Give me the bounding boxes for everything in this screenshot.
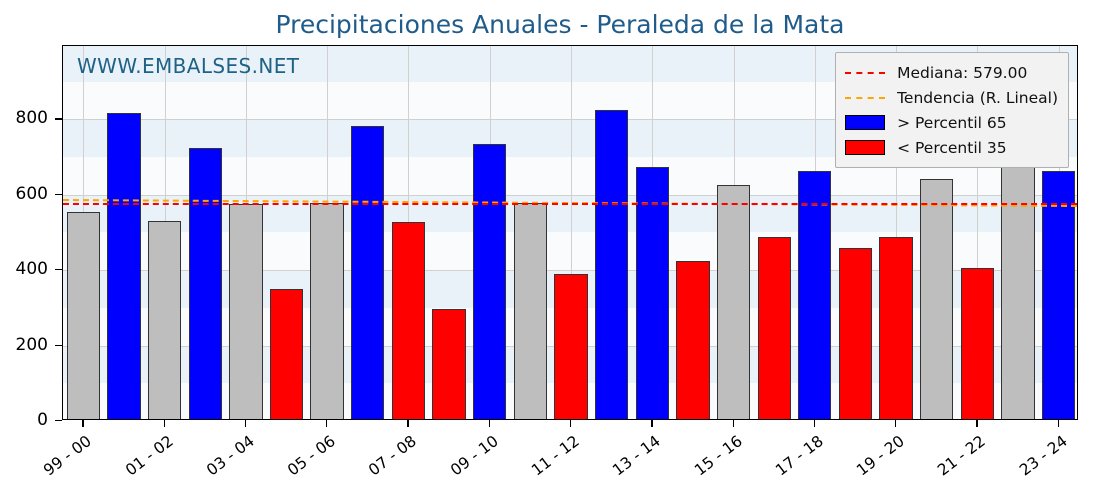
y-tick-label: 200 xyxy=(15,334,48,355)
x-tick-mark xyxy=(1057,420,1059,427)
x-tick-mark xyxy=(732,420,734,427)
x-tick-mark xyxy=(326,420,328,427)
legend-item-trend: Tendencia (R. Lineal) xyxy=(845,85,1058,110)
bar xyxy=(473,143,507,419)
bar xyxy=(554,273,588,419)
x-tick-label: 17 - 18 xyxy=(771,432,827,480)
x-tick-label: 21 - 22 xyxy=(934,432,990,480)
y-tick-label: 600 xyxy=(15,183,48,204)
gridline xyxy=(63,119,1077,121)
bar xyxy=(676,260,710,419)
y-tick-label: 0 xyxy=(37,410,48,430)
plot-area: WWW.EMBALSES.NET Mediana: 579.00 Tendenc… xyxy=(62,45,1078,420)
bar xyxy=(351,126,385,419)
x-tick-label: 09 - 10 xyxy=(446,432,502,480)
bar xyxy=(594,109,629,419)
y-tick-mark xyxy=(55,118,62,120)
x-tick-label: 07 - 08 xyxy=(365,432,421,480)
dashed-red-line-icon xyxy=(845,65,886,81)
x-tick-label: 15 - 16 xyxy=(690,432,746,480)
bar xyxy=(798,171,832,419)
x-tick-label: 19 - 20 xyxy=(853,432,908,480)
bar xyxy=(269,289,304,419)
bar xyxy=(188,148,222,419)
x-tick-mark xyxy=(976,420,978,427)
x-tick-mark xyxy=(163,420,165,427)
bar xyxy=(960,267,995,419)
median-line xyxy=(63,202,1077,205)
legend-item-below-p35: < Percentil 35 xyxy=(845,135,1058,160)
x-tick-mark xyxy=(570,420,572,427)
bar xyxy=(920,179,954,419)
gridline xyxy=(571,46,572,419)
legend-item-label: Mediana: 579.00 xyxy=(897,63,1028,82)
bar xyxy=(391,222,426,419)
page-title: Precipitaciones Anuales - Peraleda de la… xyxy=(275,10,845,39)
x-tick-mark xyxy=(651,420,653,427)
gridline xyxy=(63,194,1077,196)
x-tick-mark xyxy=(407,420,409,427)
bar xyxy=(879,237,913,419)
bar xyxy=(147,221,182,419)
x-tick-label: 11 - 12 xyxy=(528,432,583,480)
bar xyxy=(513,203,547,419)
watermark-text: WWW.EMBALSES.NET xyxy=(77,54,300,78)
blue-swatch-icon xyxy=(845,115,886,130)
bar xyxy=(838,247,873,419)
legend-item-median: Mediana: 579.00 xyxy=(845,60,1058,85)
bar xyxy=(757,237,791,419)
legend-item-label: < Percentil 35 xyxy=(897,138,1007,157)
y-tick-mark xyxy=(55,193,62,196)
x-tick-mark xyxy=(244,420,247,427)
y-tick-mark xyxy=(55,420,62,422)
bar xyxy=(635,166,669,419)
bar xyxy=(107,112,141,419)
x-tick-label: 13 - 14 xyxy=(609,432,665,480)
y-tick-label: 400 xyxy=(15,259,48,280)
y-tick-mark xyxy=(55,269,62,271)
x-tick-label: 03 - 04 xyxy=(203,432,258,480)
gridline xyxy=(896,46,898,419)
x-tick-mark xyxy=(82,420,84,427)
bar xyxy=(229,204,263,419)
x-tick-mark xyxy=(895,420,897,427)
legend-item-label: Tendencia (R. Lineal) xyxy=(897,88,1058,107)
gridline xyxy=(977,46,979,419)
dashed-orange-line-icon xyxy=(845,90,886,106)
x-tick-mark xyxy=(813,420,816,427)
bar xyxy=(310,203,344,419)
bar xyxy=(1042,170,1076,419)
x-tick-label: 23 - 24 xyxy=(1015,432,1071,480)
x-tick-label: 99 - 00 xyxy=(40,432,96,480)
bar xyxy=(716,184,751,419)
y-tick-mark xyxy=(55,344,62,346)
x-tick-label: 01 - 02 xyxy=(121,432,177,480)
x-tick-label: 05 - 06 xyxy=(284,432,339,480)
bar xyxy=(432,309,466,419)
legend-item-label: > Percentil 65 xyxy=(897,113,1007,132)
red-swatch-icon xyxy=(845,140,886,155)
x-tick-mark xyxy=(488,420,491,427)
bar xyxy=(1001,119,1035,419)
y-tick-label: 800 xyxy=(15,108,48,129)
legend: Mediana: 579.00 Tendencia (R. Lineal) > … xyxy=(835,52,1069,168)
bar xyxy=(66,212,100,419)
gridline xyxy=(63,270,1077,272)
legend-item-above-p65: > Percentil 65 xyxy=(845,110,1058,135)
